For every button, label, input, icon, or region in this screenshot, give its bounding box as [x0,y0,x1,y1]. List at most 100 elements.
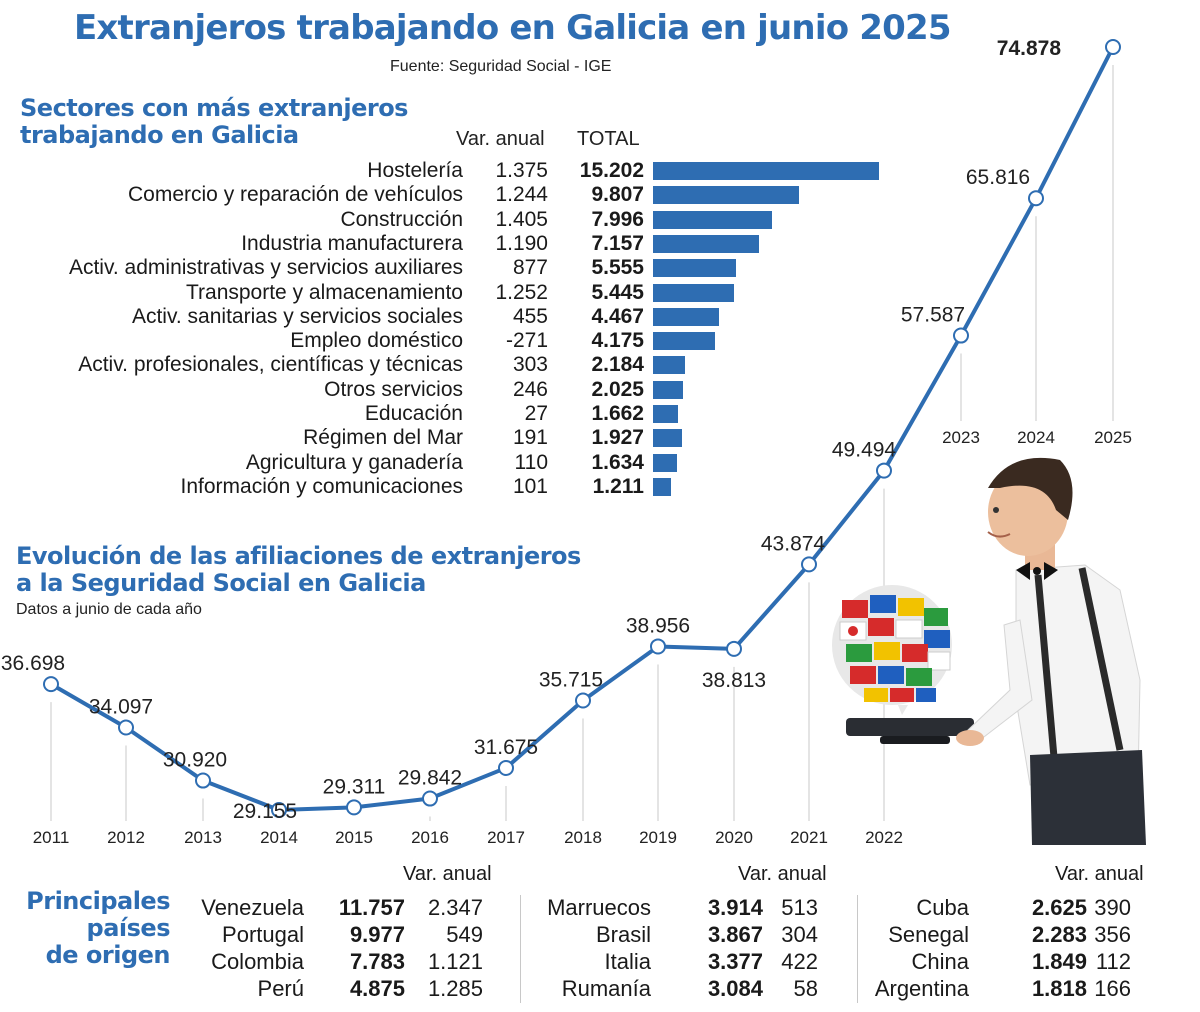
sectors-title: Sectores con más extranjeros trabajando … [20,95,408,149]
sector-label: Activ. sanitarias y servicios sociales [131,304,463,328]
country-row: Rumanía 3.084 58 [0,975,1200,1002]
sector-bar [653,405,678,423]
flags-bubble-icon [832,585,952,715]
sector-bar [653,283,734,302]
x-tick-label: 2011 [33,828,70,847]
x-tick-label: 2015 [335,828,373,847]
x-tick-label: 2021 [790,828,828,847]
column-divider [857,895,858,1003]
country-name: Rumanía [561,976,651,1001]
sector-var: 1.244 [495,183,548,207]
sector-bar [653,356,686,375]
data-label: 29.311 [323,775,386,798]
sector-total: 5.445 [591,280,644,304]
x-tick-label: 2022 [865,828,903,847]
sector-bar [653,380,684,399]
waiter-with-flags-icon [832,457,1146,845]
x-tick-label: 2016 [411,828,449,847]
country-name: Argentina [874,976,969,1001]
country-name: Marruecos [547,895,651,920]
sector-total: 2.184 [591,353,644,377]
country-total: 4.875 [349,976,405,1001]
sector-label: Agricultura y ganadería [245,450,463,474]
sector-var: -271 [505,329,548,353]
sectors-col-var-header: Var. anual [456,128,545,150]
data-label: 38.956 [626,614,690,637]
country-row: Venezuela 11.757 2.347 [0,894,1200,921]
x-tick-label: 2025 [1094,428,1132,447]
sector-label: Construcción [340,207,463,231]
column-divider [520,895,521,1003]
data-label: 65.816 [966,166,1030,189]
evolution-title: Evolución de las afiliaciones de extranj… [16,543,581,597]
country-total: 9.977 [349,922,405,947]
country-row: Marruecos 3.914 513 [0,894,1200,921]
country-name: Italia [604,949,651,974]
data-label: 57.587 [901,304,965,327]
country-row: Italia 3.377 422 [0,948,1200,975]
sector-row: Educación 27 1.662 [0,402,1200,426]
countries-title-line1: Principales [26,887,170,915]
sector-var: 1.405 [495,207,548,231]
sector-row: Otros servicios 246 2.025 [0,378,1200,402]
countries-title: Principales países de origen [10,888,170,969]
sector-total: 15.202 [579,159,644,182]
country-var: 513 [781,895,818,920]
sector-total: 4.467 [591,304,644,328]
data-label: 38.813 [702,669,766,692]
sector-row: Activ. sanitarias y servicios sociales 45… [0,305,1200,329]
sector-label: Régimen del Mar [303,426,463,450]
sector-label: Hostelería [367,159,463,182]
country-var: 390 [1094,895,1131,920]
sector-total: 1.662 [591,402,644,425]
sector-total: 1.211 [592,474,644,498]
sector-bar [653,259,736,278]
sector-var: 27 [524,402,548,425]
country-name: Venezuela [201,895,304,920]
sector-row: Agricultura y ganadería 110 1.634 [0,451,1200,475]
x-tick-label: 2024 [1017,428,1055,447]
sector-var: 101 [512,474,548,498]
x-tick-label: 2018 [564,828,602,847]
x-tick-label: 2023 [942,428,980,447]
data-label: 35.715 [539,669,603,692]
data-label: 29.155 [233,800,297,823]
sector-label: Comercio y reparación de vehículos [128,183,463,207]
data-point [422,790,438,807]
sector-var: 1.375 [495,159,548,182]
sector-total: 2.025 [591,377,644,401]
data-point [195,772,211,789]
country-name: Colombia [211,949,304,974]
country-name: Cuba [916,895,969,920]
country-name: Perú [257,976,304,1001]
country-total: 1.818 [1031,976,1087,1001]
sector-bar [653,429,682,448]
x-tick-label: 2017 [487,828,525,847]
x-tick-label: 2012 [107,828,145,847]
sector-total: 9.807 [591,183,644,207]
sector-row: Transporte y almacenamiento 1.252 5.445 [0,281,1200,305]
sector-bar [653,234,760,253]
country-total: 7.783 [349,949,405,974]
x-tick-label: 2013 [184,828,222,847]
country-var: 1.285 [427,976,483,1001]
sector-total: 1.927 [591,426,644,450]
sector-row: Industria manufacturera 1.190 7.157 [0,232,1200,256]
x-tick-label: 2014 [260,828,298,847]
sector-bar [653,162,879,180]
data-point [575,692,591,709]
data-label: 29.842 [398,767,462,790]
country-var: 112 [1095,949,1131,974]
sector-bar [653,186,799,205]
sector-row: Empleo doméstico -271 4.175 [0,329,1200,353]
var-header: Var. anual [1055,863,1144,885]
sector-total: 7.157 [591,231,644,255]
sector-label: Empleo doméstico [290,329,463,353]
page-title: Extranjeros trabajando en Galicia en jun… [74,8,952,48]
country-name: Portugal [222,922,304,947]
country-var: 58 [793,976,818,1001]
sector-bar [653,453,678,472]
country-row: Senegal 2.283 356 [0,921,1200,948]
country-row: Perú 4.875 1.285 [0,975,1200,1002]
